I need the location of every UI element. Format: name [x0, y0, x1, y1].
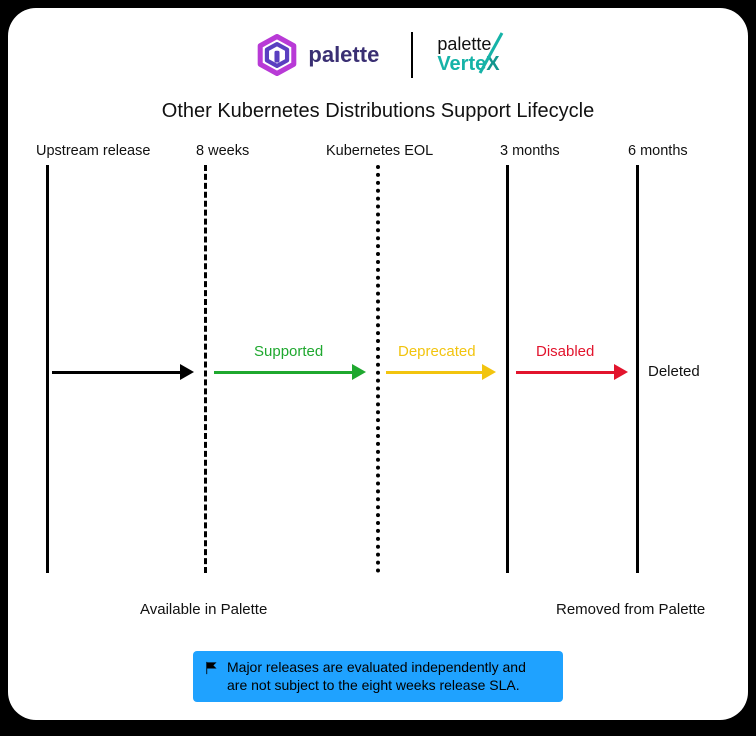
phase-label-supported: Supported — [254, 343, 323, 360]
milestone-line-upstream — [46, 165, 49, 573]
milestone-label-upstream: Upstream release — [36, 143, 150, 159]
vertex-logo: palette VerteX — [437, 35, 499, 75]
flag-icon — [205, 661, 219, 675]
end-state-label: Deleted — [648, 363, 700, 380]
milestone-label-eol: Kubernetes EOL — [326, 143, 433, 159]
card: palette palette VerteX Other Kubernetes … — [8, 8, 748, 720]
bottom-label-1: Removed from Palette — [556, 601, 705, 618]
vertex-slash-icon — [476, 31, 506, 75]
bottom-label-0: Available in Palette — [140, 601, 267, 618]
logo-row: palette palette VerteX — [8, 8, 748, 78]
phase-label-disabled: Disabled — [536, 343, 594, 360]
diagram-title: Other Kubernetes Distributions Support L… — [8, 100, 748, 123]
milestone-line-eol — [376, 165, 380, 573]
milestone-label-3months: 3 months — [500, 143, 560, 159]
note-callout: Major releases are evaluated independent… — [193, 651, 563, 702]
note-text: Major releases are evaluated independent… — [227, 659, 526, 693]
palette-logo-text: palette — [308, 42, 379, 68]
timeline: Upstream release 8 weeks Kubernetes EOL 3 m… — [36, 143, 720, 573]
milestone-label-6months: 6 months — [628, 143, 688, 159]
phase-label-deprecated: Deprecated — [398, 343, 476, 360]
palette-hex-icon — [256, 34, 298, 76]
milestone-line-6months — [636, 165, 639, 573]
milestone-label-8weeks: 8 weeks — [196, 143, 249, 159]
logo-divider — [411, 32, 413, 78]
milestone-line-8weeks — [204, 165, 207, 573]
milestone-line-3months — [506, 165, 509, 573]
